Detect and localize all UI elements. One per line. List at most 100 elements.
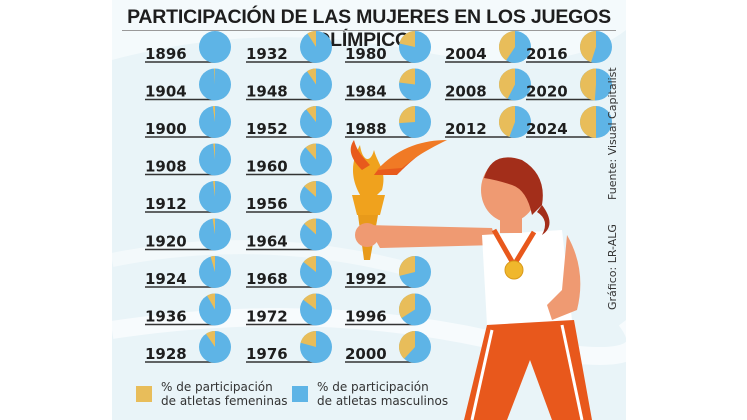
pie-slice-female — [214, 68, 215, 85]
year-label: 2004 — [445, 45, 487, 63]
pie-slice-female — [212, 181, 215, 197]
pie-2008: 2008 — [445, 68, 531, 101]
pie-slice-female — [498, 30, 515, 61]
pie-1960: 1960 — [246, 143, 332, 176]
pie-1956: 1956 — [246, 181, 332, 213]
year-label: 1948 — [246, 83, 288, 101]
year-label: 1896 — [145, 45, 187, 63]
year-label: 1956 — [246, 195, 288, 213]
pie-slice-male — [199, 31, 231, 63]
pie-slice-female — [579, 31, 596, 63]
pie-slice-female — [399, 68, 415, 85]
year-label: 1904 — [145, 83, 187, 101]
pie-2012: 2012 — [445, 106, 531, 138]
title-divider — [122, 30, 616, 31]
legend-label: % de participación — [161, 380, 273, 394]
pie-1924: 1924 — [145, 256, 231, 288]
pie-1996: 1996 — [345, 293, 431, 326]
pie-grid: 1896 1904 1900 1908 1912 1920 1924 1936 1928 1932… — [145, 30, 612, 363]
pie-slice-female — [399, 256, 415, 276]
pie-1932: 1932 — [246, 31, 332, 63]
legend-item-male: % de participación de atletas masculinos — [292, 380, 482, 408]
chart-title: PARTICIPACIÓN DE LAS MUJERES EN LOS JUEG… — [127, 6, 611, 51]
legend-label: % de participación — [317, 380, 429, 394]
year-label: 1900 — [145, 120, 187, 138]
pie-slice-female — [307, 68, 316, 85]
year-label: 2000 — [345, 345, 387, 363]
pie-1896: 1896 — [145, 31, 231, 63]
year-label: 1908 — [145, 158, 187, 176]
pie-slice-female — [210, 256, 215, 272]
pie-1972: 1972 — [246, 293, 332, 326]
pie-slice-female — [580, 68, 596, 101]
pie-1992: 1992 — [345, 256, 431, 288]
pie-slice-female — [399, 106, 415, 124]
pie-slice-female — [300, 331, 316, 347]
pie-1928: 1928 — [145, 331, 231, 363]
pie-slice-female — [303, 256, 316, 272]
pie-1968: 1968 — [246, 256, 332, 288]
pie-slice-female — [499, 68, 515, 99]
year-label: 1960 — [246, 158, 288, 176]
pie-slice-female — [305, 143, 316, 160]
year-label: 1928 — [145, 345, 187, 363]
pie-1900: 1900 — [145, 105, 231, 138]
legend-label: de atletas masculinos — [317, 394, 449, 408]
year-label: 1972 — [246, 308, 288, 326]
pie-slice-female — [205, 331, 215, 347]
pie-1952: 1952 — [246, 106, 332, 138]
pie-slice-female — [499, 106, 515, 137]
year-label: 1920 — [145, 233, 187, 251]
pie-slice-female — [212, 218, 215, 235]
source-note: Fuente: Visual Capitalist — [606, 67, 619, 200]
legend-swatch-male — [292, 386, 308, 402]
year-label: 1992 — [345, 270, 387, 288]
year-label: 2020 — [526, 83, 568, 101]
pie-1976: 1976 — [246, 331, 332, 363]
pie-2016: 2016 — [526, 31, 612, 63]
pie-1908: 1908 — [145, 143, 231, 176]
year-label: 1932 — [246, 45, 288, 63]
credit-note: Gráfico: LR-ALG — [606, 224, 619, 310]
legend-label: de atletas femeninas — [161, 394, 288, 408]
legend-item-female: % de participación de atletas femeninas — [136, 380, 326, 408]
year-label: 2012 — [445, 120, 487, 138]
pie-slice-female — [580, 106, 596, 138]
pie-slice-female — [398, 331, 415, 359]
pie-2000: 2000 — [345, 331, 431, 363]
pie-2020: 2020 — [526, 68, 612, 101]
year-label: 1964 — [246, 233, 288, 251]
year-label: 1984 — [345, 83, 387, 101]
athlete-illustration — [350, 140, 592, 420]
year-label: 1936 — [145, 308, 187, 326]
year-label: 1980 — [345, 45, 387, 63]
pie-slice-female — [399, 293, 415, 319]
pie-slice-female — [207, 293, 215, 310]
pie-2004: 2004 — [445, 30, 531, 63]
year-label: 1912 — [145, 195, 187, 213]
year-label: 1988 — [345, 120, 387, 138]
year-label: 1952 — [246, 120, 288, 138]
year-label: 2016 — [526, 45, 568, 63]
pie-1964: 1964 — [246, 218, 332, 251]
pie-1984: 1984 — [345, 68, 431, 101]
pie-slice-female — [304, 218, 316, 235]
pie-slice-female — [212, 105, 215, 122]
infographic: PARTICIPACIÓN DE LAS MUJERES EN LOS JUEG… — [112, 0, 626, 420]
pie-1920: 1920 — [145, 218, 231, 251]
pie-slice-female — [213, 143, 215, 160]
pie-1948: 1948 — [246, 68, 332, 101]
year-label: 1996 — [345, 308, 387, 326]
year-label: 1976 — [246, 345, 288, 363]
torch-flame-icon — [350, 140, 447, 205]
year-label: 2008 — [445, 83, 487, 101]
pie-1988: 1988 — [345, 106, 431, 138]
legend-swatch-female — [136, 386, 152, 402]
pie-1912: 1912 — [145, 181, 231, 213]
year-label: 1968 — [246, 270, 288, 288]
pie-1936: 1936 — [145, 293, 231, 326]
pie-2024: 2024 — [526, 106, 612, 138]
pie-slice-female — [307, 31, 316, 47]
pie-1980: 1980 — [345, 31, 431, 63]
pie-1904: 1904 — [145, 68, 231, 101]
